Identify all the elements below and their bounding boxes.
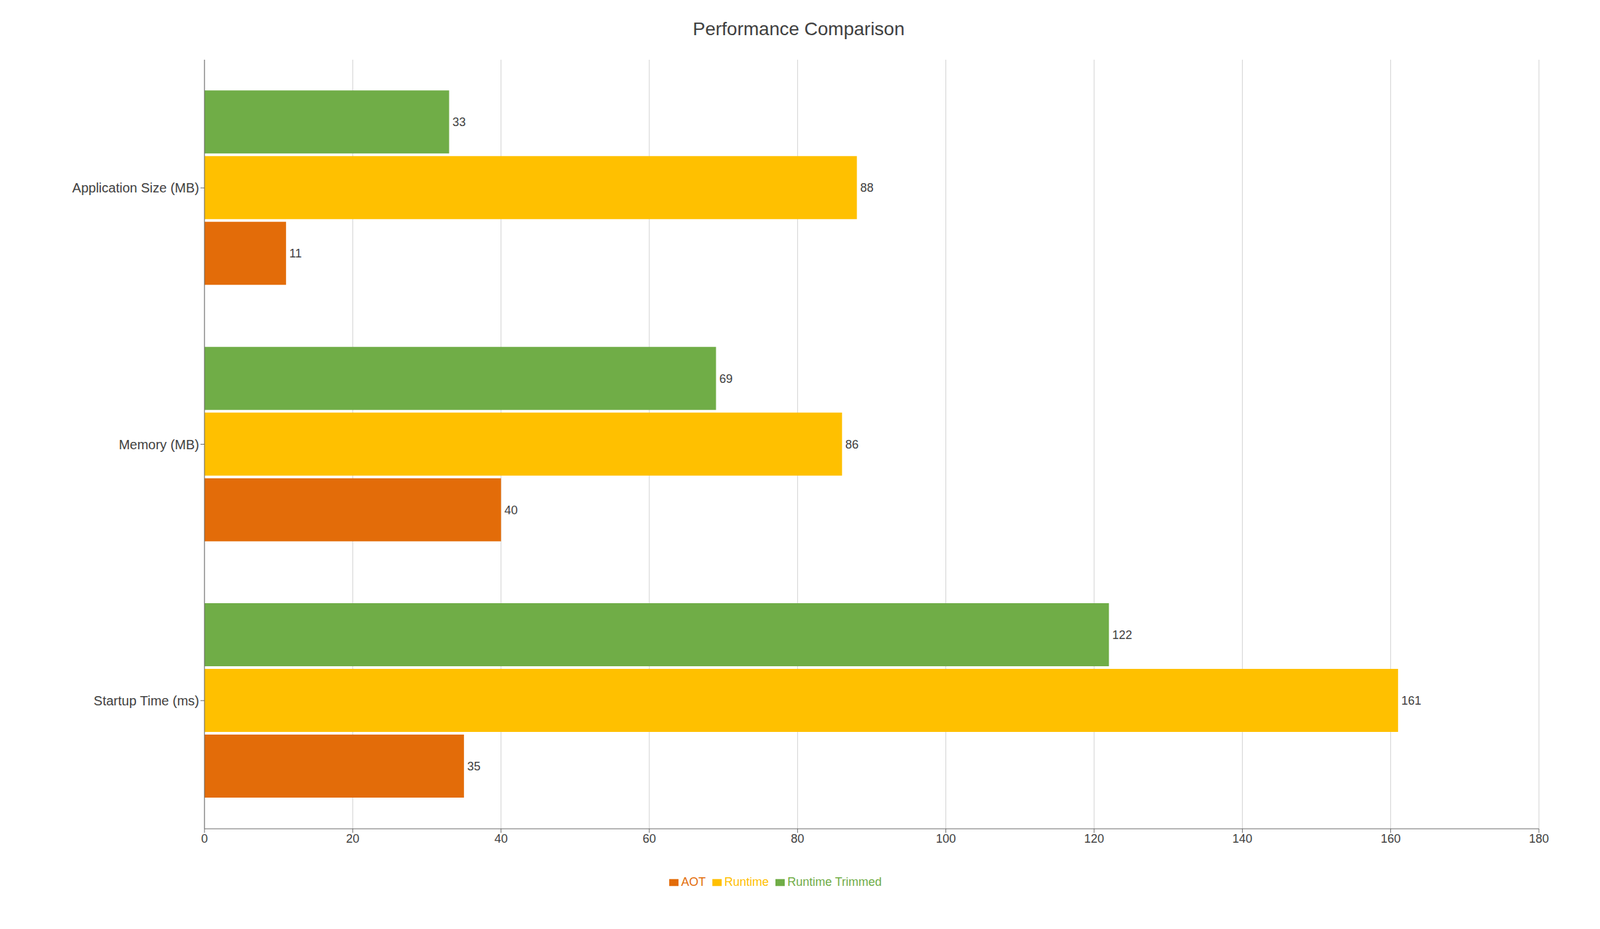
html-text:Runtime Trimmed: Runtime Trimmed	[787, 875, 882, 889]
svg-text:40: 40	[494, 832, 508, 846]
svg-text:33: 33	[452, 115, 467, 129]
svg-text:11: 11	[289, 246, 303, 261]
svg-text:69: 69	[719, 372, 733, 386]
svg-text:120: 120	[1084, 832, 1105, 846]
svg-text:161: 161	[1401, 694, 1422, 708]
svg-text:0: 0	[201, 832, 208, 846]
svg-text:35: 35	[467, 760, 481, 774]
html-text:Performance Comparison: Performance Comparison	[692, 18, 905, 40]
svg-text:Startup Time (ms): Startup Time (ms)	[93, 693, 200, 709]
svg-text:80: 80	[790, 832, 804, 846]
svg-text:140: 140	[1232, 832, 1253, 846]
svg-text:60: 60	[642, 832, 656, 846]
svg-text:100: 100	[936, 832, 957, 846]
svg-text:Memory (MB): Memory (MB)	[118, 437, 200, 453]
svg-text:40: 40	[504, 503, 518, 518]
svg-text:122: 122	[1112, 628, 1132, 642]
svg-text:Application Size (MB): Application Size (MB)	[72, 180, 200, 196]
svg-text:180: 180	[1528, 832, 1549, 846]
svg-text:86: 86	[845, 438, 859, 452]
html-text:Runtime: Runtime	[724, 875, 769, 889]
svg-text:160: 160	[1380, 832, 1401, 846]
svg-text:88: 88	[860, 181, 874, 195]
svg-text:20: 20	[345, 832, 360, 846]
html-text:AOT: AOT	[681, 875, 706, 889]
